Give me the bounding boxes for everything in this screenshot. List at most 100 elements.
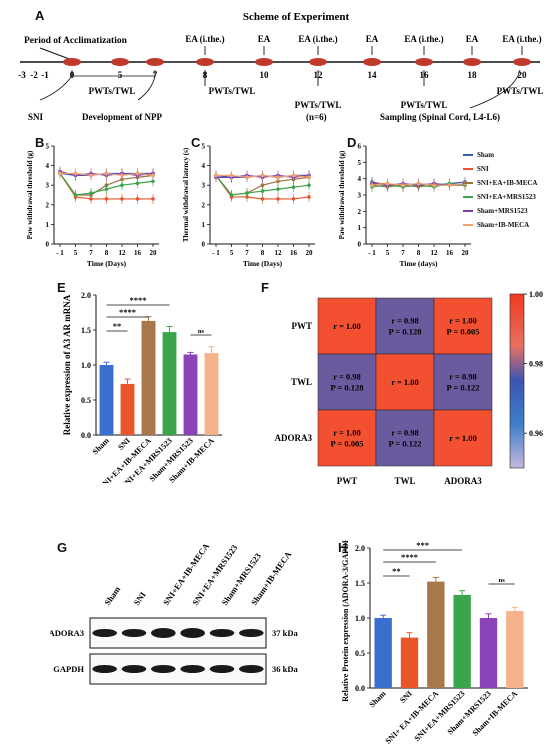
y-tick-label: 1.5 [81, 326, 91, 335]
heatmap-cell-text: P = 0.005 [331, 439, 364, 449]
y-tick-label: 1.0 [81, 361, 91, 370]
sampling-label: Sampling (Spinal Cord, L4-L6) [380, 112, 500, 122]
legend-item: Sham+MRS1523 [463, 204, 537, 218]
ea-label: EA (i.the.) [502, 34, 541, 44]
x-tick-label: 5 [74, 249, 78, 257]
pwt-twl-label: PWTs/TWL [401, 100, 448, 110]
y-tick-label: 3 [46, 182, 50, 190]
protein-band [92, 629, 117, 637]
heatmap-cell-text: r = 1.00 [333, 428, 361, 438]
data-point [432, 183, 436, 187]
legend-label: SNI [477, 165, 489, 173]
timeline-day-label: 18 [468, 70, 478, 80]
protein-band [121, 629, 147, 637]
pwt-twl-label: PWTs/TWL [209, 86, 256, 96]
x-axis-label: Time (Days) [87, 259, 127, 268]
data-point [151, 197, 155, 201]
heatmap-cell [433, 409, 493, 467]
timeline-marker [196, 58, 214, 66]
legend-label: SNI+EA+MRS1523 [477, 193, 536, 201]
y-tick-label: 4 [358, 175, 362, 183]
y-tick-label: 5 [46, 143, 50, 151]
heatmap-col-label: PWT [337, 476, 358, 486]
x-tick-label: 16 [290, 249, 298, 257]
y-tick-label: 1.5 [355, 579, 365, 588]
heatmap-cell-text: r = 0.98 [333, 372, 361, 382]
heatmap-cell [375, 297, 435, 355]
x-tick-label: 8 [261, 249, 265, 257]
ea-label: EA (i.the.) [404, 34, 443, 44]
data-point [245, 175, 249, 180]
ea-label: EA (i.the.) [185, 34, 224, 44]
y-axis-label: Paw withdrawal threshold (g) [338, 150, 346, 239]
heatmap-cell-text: P = 0.005 [447, 327, 480, 337]
y-axis-label: Paw withdrawal threshold (g) [26, 150, 34, 239]
timeline-marker [363, 58, 381, 66]
data-point [120, 173, 124, 178]
x-tick-label: - 1 [368, 249, 376, 257]
legend-item: Sham+IB-MECA [463, 218, 537, 232]
data-point [89, 191, 93, 195]
heatmap-cell-text: P = 0.128 [389, 327, 422, 337]
legend-item: SNI [463, 162, 537, 176]
heatmap-cell [375, 353, 435, 411]
x-tick-label: 16 [446, 249, 454, 257]
y-tick-label: 3 [358, 192, 362, 200]
heatmap-cell-text: r = 1.00 [449, 433, 477, 443]
colorbar-tick-label: 0.98 [529, 360, 543, 369]
data-point [104, 187, 109, 191]
ea-label: EA [366, 34, 379, 44]
group-legend: Sham SNI SNI+EA+IB-MECA SNI+EA+MRS1523 Sham+… [463, 148, 537, 232]
timeline-marker [309, 58, 327, 66]
timeline-day-label: -2 [30, 70, 38, 80]
pwt-twl-label: PWTs/TWL [89, 86, 136, 96]
heatmap-row-label: TWL [291, 377, 312, 387]
legend-label: SNI+EA+IB-MECA [477, 179, 538, 187]
data-point [291, 197, 296, 201]
blot-kda-label: 37 kDa [272, 628, 298, 638]
bar [183, 354, 198, 435]
timeline-day-label: 20 [518, 70, 528, 80]
sni-arrow [39, 75, 73, 101]
y-axis-label: Relative Protein expression (ADORA-3/GAP… [341, 540, 350, 702]
data-point [307, 195, 311, 199]
timeline-day-label: 5 [118, 70, 123, 80]
x-tick-label: 16 [134, 249, 142, 257]
heatmap-cell-text: r = 1.00 [333, 321, 361, 331]
data-point [260, 197, 265, 201]
heatmap-cell [317, 353, 377, 411]
bar [453, 594, 471, 688]
x-axis-label: Time (days) [400, 259, 438, 268]
data-point [276, 187, 280, 191]
sampling-arrow [469, 69, 521, 109]
y-tick-label: 3 [202, 182, 206, 190]
pwt-twl-label: PWTs/TWL [497, 86, 544, 96]
bar [479, 618, 498, 688]
y-tick-label: 1 [46, 221, 50, 229]
y-tick-label: 1 [358, 224, 362, 232]
data-point [291, 173, 296, 178]
x-axis-label: Time (Days) [243, 259, 283, 268]
x-tick-label: Sham [367, 689, 387, 709]
heatmap-cell [433, 297, 493, 355]
x-tick-label: 12 [275, 249, 283, 257]
x-tick-label: SNI [116, 436, 132, 452]
timeline-marker [463, 58, 481, 66]
x-tick-label: 12 [431, 249, 439, 257]
legend-swatch [463, 196, 473, 198]
data-point [370, 183, 374, 187]
blot-row-label: ADORA3 [50, 628, 84, 638]
blot-frame [89, 617, 267, 649]
y-tick-label: 0.0 [355, 684, 365, 693]
data-point [151, 179, 155, 184]
x-tick-label: 12 [119, 249, 127, 257]
data-point [73, 193, 78, 197]
bar [120, 383, 135, 435]
y-tick-label: 5 [358, 159, 362, 167]
y-tick-label: 0.0 [81, 431, 91, 440]
